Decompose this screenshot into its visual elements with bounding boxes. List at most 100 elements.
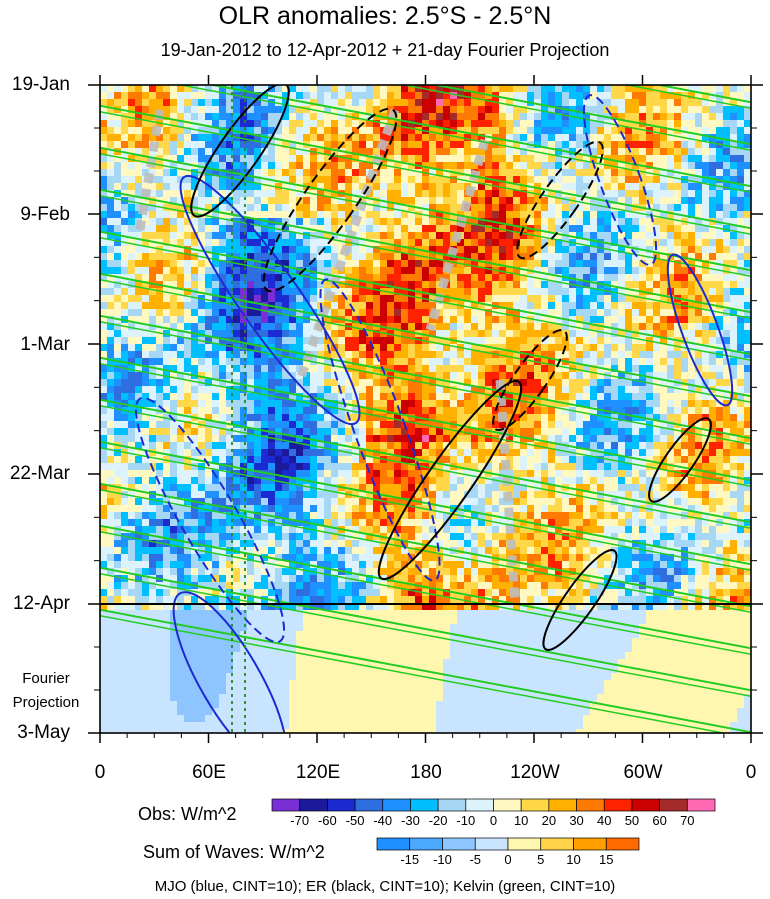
field-cell	[317, 337, 325, 345]
field-cell	[240, 295, 248, 303]
field-cell	[464, 379, 472, 387]
field-cell	[352, 379, 360, 387]
field-cell	[275, 414, 283, 422]
field-cell	[282, 92, 290, 100]
field-cell	[240, 330, 248, 338]
field-cell	[240, 379, 248, 387]
field-cell	[443, 365, 451, 373]
field-cell	[723, 358, 731, 366]
field-cell	[394, 204, 402, 212]
field-cell	[541, 141, 549, 149]
field-cell	[296, 239, 304, 247]
field-cell	[401, 162, 409, 170]
field-cell	[275, 190, 283, 198]
field-cell	[604, 393, 612, 401]
field-cell	[331, 323, 339, 331]
field-cell	[548, 449, 556, 457]
field-cell	[737, 148, 745, 156]
field-cell	[632, 120, 640, 128]
field-cell	[429, 393, 437, 401]
field-cell	[471, 449, 479, 457]
field-cell	[100, 400, 108, 408]
field-cell	[569, 421, 577, 429]
field-cell	[548, 351, 556, 359]
field-cell	[492, 85, 500, 93]
field-cell	[149, 344, 157, 352]
field-cell	[436, 267, 444, 275]
field-cell	[191, 92, 199, 100]
field-cell	[163, 393, 171, 401]
field-cell	[520, 183, 528, 191]
field-cell	[471, 274, 479, 282]
field-cell	[422, 372, 430, 380]
field-cell	[674, 232, 682, 240]
field-cell	[156, 106, 164, 114]
field-cell	[688, 358, 696, 366]
field-cell	[464, 176, 472, 184]
field-cell	[380, 442, 388, 450]
field-cell	[478, 316, 486, 324]
field-cell	[268, 162, 276, 170]
field-cell	[331, 260, 339, 268]
field-cell	[520, 85, 528, 93]
field-cell	[128, 372, 136, 380]
field-cell	[541, 267, 549, 275]
field-cell	[121, 183, 129, 191]
field-cell	[632, 239, 640, 247]
field-cell	[548, 253, 556, 261]
field-cell	[520, 106, 528, 114]
field-cell	[583, 246, 591, 254]
field-cell	[177, 99, 185, 107]
field-cell	[240, 106, 248, 114]
field-cell	[744, 414, 751, 422]
field-cell	[429, 414, 437, 422]
field-cell	[338, 379, 346, 387]
field-cell	[492, 162, 500, 170]
field-cell	[331, 134, 339, 142]
field-cell	[184, 120, 192, 128]
field-cell	[373, 204, 381, 212]
field-cell	[541, 197, 549, 205]
field-cell	[702, 386, 710, 394]
field-cell	[506, 211, 514, 219]
field-cell	[534, 239, 542, 247]
field-cell	[639, 218, 647, 226]
field-cell	[366, 442, 374, 450]
field-cell	[527, 323, 535, 331]
field-cell	[100, 323, 108, 331]
field-cell	[247, 99, 255, 107]
field-cell	[226, 92, 234, 100]
field-cell	[478, 372, 486, 380]
field-cell	[331, 428, 339, 436]
field-cell	[660, 211, 668, 219]
field-cell	[338, 288, 346, 296]
field-cell	[401, 456, 409, 464]
field-cell	[513, 316, 521, 324]
field-cell	[737, 435, 745, 443]
field-cell	[695, 225, 703, 233]
field-cell	[688, 176, 696, 184]
field-cell	[352, 148, 360, 156]
field-cell	[457, 246, 465, 254]
field-cell	[709, 316, 717, 324]
field-cell	[212, 302, 220, 310]
field-cell	[268, 358, 276, 366]
field-cell	[443, 99, 451, 107]
field-cell	[576, 92, 584, 100]
field-cell	[226, 442, 234, 450]
field-cell	[443, 372, 451, 380]
field-cell	[548, 435, 556, 443]
field-cell	[338, 323, 346, 331]
field-cell	[338, 176, 346, 184]
field-cell	[548, 344, 556, 352]
field-cell	[254, 211, 262, 219]
field-cell	[590, 309, 598, 317]
field-cell	[723, 407, 731, 415]
field-cell	[135, 309, 143, 317]
field-cell	[583, 435, 591, 443]
field-cell	[590, 113, 598, 121]
field-cell	[394, 127, 402, 135]
field-cell	[422, 120, 430, 128]
field-cell	[114, 134, 122, 142]
